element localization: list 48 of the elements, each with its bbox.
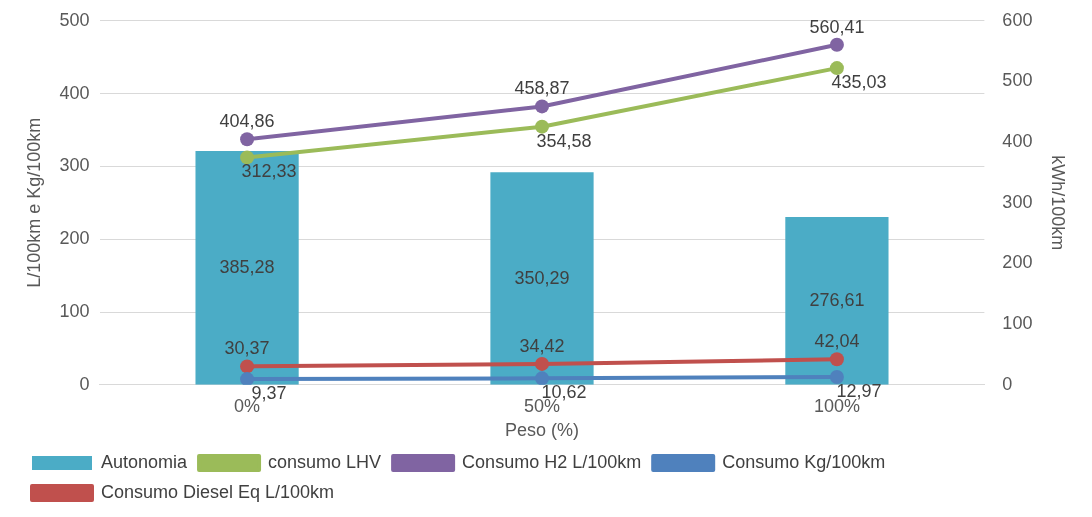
- y-axis-title: L/100km e Kg/100km: [23, 117, 44, 288]
- point: [240, 359, 255, 374]
- y-tick-label: 0: [79, 373, 90, 394]
- y-tick-label: 100: [59, 300, 90, 321]
- y2-axis-title: kWh/100km: [1048, 155, 1069, 251]
- y2-tick-label: 600: [1002, 9, 1033, 30]
- bar: [490, 172, 594, 385]
- legend-label: Consumo H2 L/100km: [462, 451, 642, 472]
- data-label: 354,58: [536, 130, 592, 151]
- data-label: 312,33: [241, 161, 297, 182]
- point: [240, 132, 255, 147]
- y2-tick-label: 500: [1002, 70, 1033, 91]
- legend-label: Consumo Kg/100km: [722, 451, 886, 472]
- y-tick-label: 400: [59, 82, 90, 103]
- point: [829, 37, 844, 52]
- data-label: 458,87: [514, 78, 570, 99]
- y2-tick-label: 300: [1002, 191, 1033, 212]
- data-label: 350,29: [514, 267, 570, 288]
- y2-tick-label: 100: [1002, 313, 1033, 334]
- legend-label: consumo LHV: [268, 451, 382, 472]
- data-label: 385,28: [219, 256, 275, 277]
- y2-tick-label: 200: [1002, 252, 1033, 273]
- y-tick-label: 300: [59, 155, 90, 176]
- y-tick-label: 500: [59, 9, 90, 30]
- point: [535, 371, 549, 385]
- point: [829, 369, 844, 384]
- point: [535, 119, 549, 134]
- data-label: 435,03: [831, 72, 887, 93]
- point: [829, 61, 844, 76]
- data-label: 34,42: [519, 335, 565, 356]
- data-label: 276,61: [809, 289, 865, 310]
- legend-label: Autonomia: [101, 451, 189, 472]
- data-label: 42,04: [814, 331, 860, 352]
- bar: [195, 151, 299, 385]
- data-label: 560,41: [809, 16, 865, 37]
- x-axis-title: Peso (%): [504, 420, 580, 441]
- y2-tick-label: 400: [1002, 131, 1033, 152]
- point: [829, 352, 844, 367]
- y2-tick-label: 0: [1002, 373, 1013, 394]
- data-label: 30,37: [224, 338, 270, 359]
- point: [240, 372, 255, 385]
- point: [535, 356, 549, 371]
- y-tick-label: 200: [59, 228, 90, 249]
- bar: [785, 216, 889, 385]
- point: [535, 99, 549, 114]
- legend-label: Consumo Diesel Eq L/100km: [101, 481, 335, 502]
- data-label: 404,86: [219, 111, 275, 132]
- point: [240, 150, 255, 165]
